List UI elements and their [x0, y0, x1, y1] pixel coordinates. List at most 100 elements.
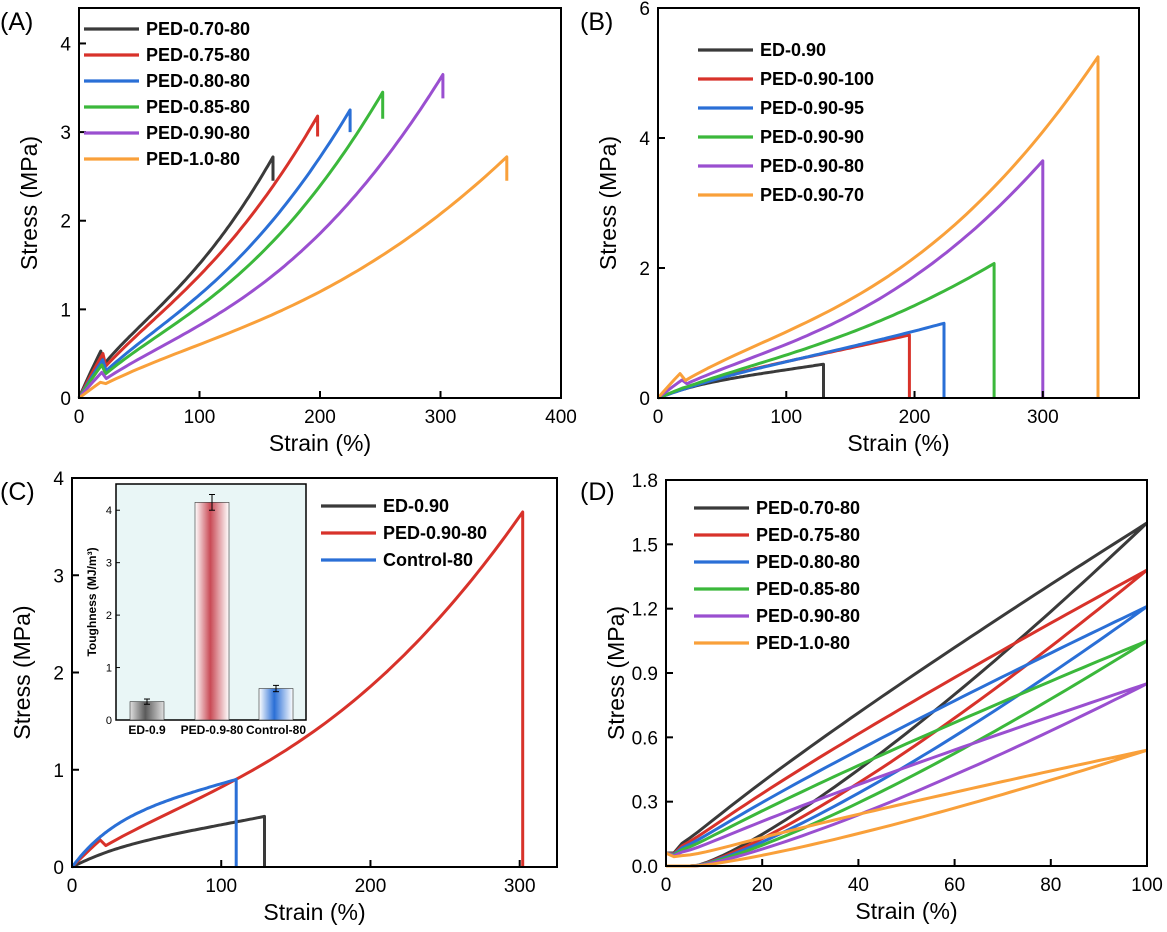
y-tick-label: 1	[60, 300, 71, 321]
x-tick-label: 300	[504, 876, 536, 897]
series-line-ped-0-90-80	[665, 682, 1148, 868]
y-tick-label: 2	[53, 664, 64, 685]
inset-category-label-ped-0-9-80: PED-0.9-80	[181, 723, 244, 737]
series-line-ped-0-80-80	[665, 605, 1148, 868]
x-axis-title: Strain (%)	[263, 899, 365, 925]
x-tick-label: 200	[304, 407, 336, 428]
x-tick-label: 100	[770, 407, 802, 428]
y-tick-label: 6	[639, 0, 650, 20]
y-tick-label: 1.2	[632, 600, 658, 621]
legend-label-ped-0-90-80: PED-0.90-80	[760, 156, 864, 176]
inset-y-tick-label: 2	[106, 610, 112, 622]
x-tick-label: 300	[425, 407, 457, 428]
y-tick-label: 4	[53, 469, 64, 490]
inset-category-label-control-80: Control-80	[246, 723, 306, 737]
x-tick-label: 0	[67, 876, 78, 897]
series-line-ped-0-80-80	[77, 108, 352, 399]
y-axis-title: Stress (MPa)	[603, 606, 629, 740]
inset-y-tick-label: 0	[106, 715, 112, 727]
x-tick-label: 100	[205, 876, 237, 897]
legend-label-ped-0-90-70: PED-0.90-70	[760, 185, 864, 205]
legend-label-ped-0-90-80: PED-0.90-80	[756, 606, 860, 626]
x-axis-title: Strain (%)	[269, 430, 371, 456]
inset-category-label-ed-0-9: ED-0.9	[128, 723, 166, 737]
legend-label-ped-0-90-80: PED-0.90-80	[383, 523, 487, 543]
series-group	[656, 55, 1100, 400]
legend: ED-0.90 PED-0.90-80 Control-80	[321, 496, 487, 570]
inset-toughness-bar-chart: 0 1 2 3 4 Toughness (MJ/m³) ED-0.9 PED-0.9-80 Co…	[85, 483, 307, 737]
legend-label-ped-0-70-80: PED-0.70-80	[756, 498, 860, 518]
series-line-ped-0-90-80	[657, 159, 1045, 400]
legend-label-ped-0-90-95: PED-0.90-95	[760, 98, 864, 118]
series-line-ped-0-90-90	[657, 262, 996, 400]
series-group	[665, 521, 1149, 868]
panel-b-stress-strain-chart: (B) 0 100 200 300 0 2 4 6 Strain (%) Stress (MPa) E…	[580, 0, 1140, 456]
x-axis-title: Strain (%)	[847, 430, 949, 456]
inset-bar-ped-0-9-80	[194, 502, 230, 721]
x-tick-label: 300	[1027, 407, 1059, 428]
legend-label-ped-0-75-80: PED-0.75-80	[756, 525, 860, 545]
x-tick-label: 20	[752, 875, 773, 896]
y-tick-label: 0	[53, 858, 64, 879]
x-tick-label: 40	[848, 875, 869, 896]
legend-label-ped-0-80-80: PED-0.80-80	[146, 71, 250, 91]
x-tick-label: 200	[355, 876, 387, 897]
legend: PED-0.70-80 PED-0.75-80 PED-0.80-80 PED-0.8…	[84, 19, 250, 169]
y-tick-label: 1.5	[632, 535, 658, 556]
y-tick-label: 0.9	[632, 664, 658, 685]
series-group	[77, 73, 509, 400]
series-line-ped-0-70-80	[77, 155, 275, 399]
panel-c-stress-strain-chart: (C) 0 100 200 300 0 1 2 3 4 Strain (%) Stress (MPa)…	[0, 469, 558, 925]
x-tick-label: 0	[74, 407, 85, 428]
inset-y-tick-label: 4	[106, 505, 112, 517]
legend-label-ped-0-75-80: PED-0.75-80	[146, 45, 250, 65]
x-tick-label: 80	[1040, 875, 1061, 896]
y-tick-label: 0.3	[632, 793, 658, 814]
x-tick-label: 100	[1131, 875, 1163, 896]
legend-label-ped-0-70-80: PED-0.70-80	[146, 19, 250, 39]
series-line-ped-0-75-80	[77, 114, 320, 399]
series-line-ed-0-90	[71, 814, 266, 869]
series-line-ped-1-0-80	[78, 155, 509, 400]
y-tick-label: 1.8	[632, 471, 658, 492]
series-line-ped-0-85-80	[77, 90, 385, 399]
y-tick-label: 0	[639, 389, 650, 410]
legend-label-ped-0-80-80: PED-0.80-80	[756, 552, 860, 572]
y-tick-label: 0.0	[632, 857, 658, 878]
legend-label-ped-1-0-80: PED-1.0-80	[756, 633, 850, 653]
y-axis-title: Stress (MPa)	[16, 136, 42, 270]
x-tick-label: 200	[899, 407, 931, 428]
series-line-ped-0-90-70	[656, 55, 1100, 399]
series-line-ped-0-90-80	[70, 510, 525, 869]
series-line-ped-0-90-80	[77, 73, 445, 399]
panel-d-cyclic-stress-strain-chart: (D) 0 20 40 60 80 100 0.0 0.3 0.6 0.9 1.2 1.5 1.8 Stra…	[580, 471, 1163, 924]
legend-label-ped-0-85-80: PED-0.85-80	[146, 97, 250, 117]
legend-label-ped-1-0-80: PED-1.0-80	[146, 149, 240, 169]
panel-label: (D)	[580, 478, 615, 506]
y-tick-label: 1	[53, 761, 64, 782]
inset-y-tick-label: 3	[106, 558, 112, 570]
panel-label: (C)	[0, 478, 35, 506]
legend-label-ped-0-90-80: PED-0.90-80	[146, 123, 250, 143]
y-tick-label: 3	[53, 566, 64, 587]
legend-label-ed-0-90: ED-0.90	[383, 496, 449, 516]
legend: ED-0.90 PED-0.90-100 PED-0.90-95 PED-0.90-9…	[698, 40, 874, 205]
y-axis-title: Stress (MPa)	[9, 605, 35, 739]
inset-bar-control-80	[258, 688, 294, 721]
x-tick-label: 100	[184, 407, 216, 428]
legend-label-control-80: Control-80	[383, 550, 473, 570]
x-axis-title: Strain (%)	[855, 898, 957, 924]
legend-label-ped-0-85-80: PED-0.85-80	[756, 579, 860, 599]
y-tick-label: 0.6	[632, 728, 658, 749]
y-tick-label: 2	[60, 212, 71, 233]
legend-label-ped-0-90-90: PED-0.90-90	[760, 127, 864, 147]
panel-a-stress-strain-chart: (A) 0 100 200 300 400 0 1 2 3 4 Strain (%) Stress (M…	[0, 7, 577, 456]
panel-label: (B)	[580, 8, 613, 36]
legend-label-ped-0-90-100: PED-0.90-100	[760, 69, 874, 89]
legend: PED-0.70-80 PED-0.75-80 PED-0.80-80 PED-0.8…	[694, 498, 860, 653]
y-axis-title: Stress (MPa)	[595, 136, 621, 270]
series-line-ped-0-90-95	[657, 321, 946, 400]
panel-label: (A)	[0, 8, 33, 36]
x-tick-label: 60	[944, 875, 965, 896]
